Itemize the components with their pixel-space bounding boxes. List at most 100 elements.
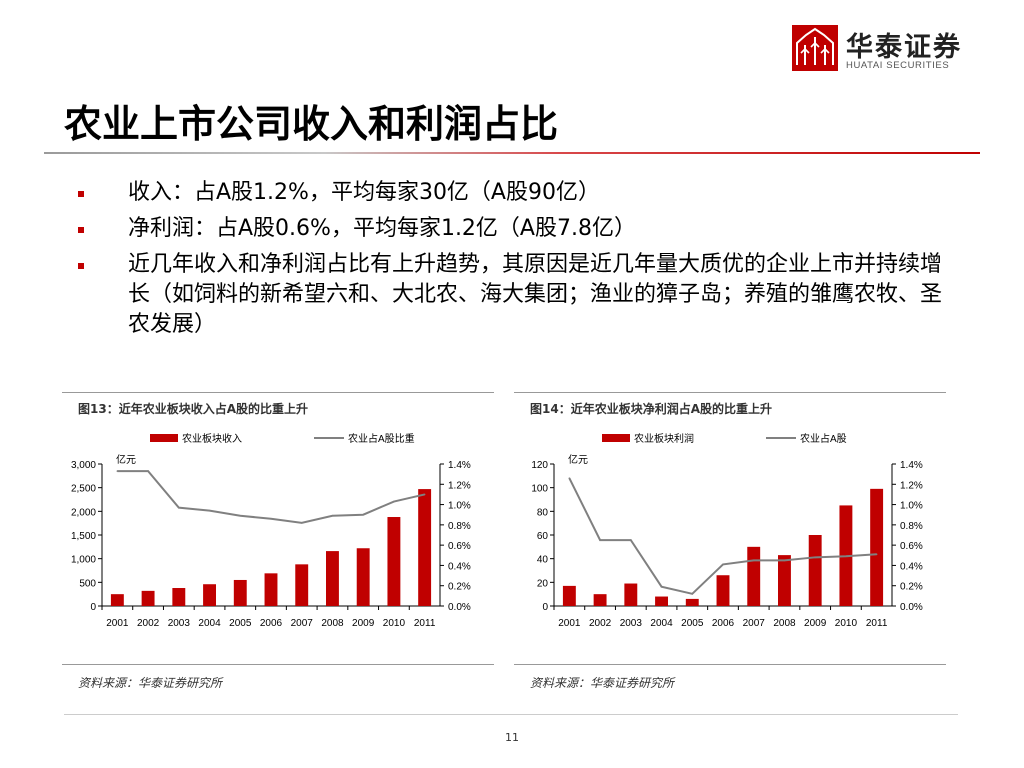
bar — [295, 564, 309, 606]
huatai-logo-icon — [792, 25, 838, 71]
x-tick-label: 2005 — [681, 618, 704, 629]
y-tick-label-right: 1.2% — [900, 480, 923, 491]
x-tick-label: 2010 — [383, 618, 406, 629]
bullet-square-icon — [78, 191, 84, 197]
y-tick-label-right: 0.0% — [448, 602, 471, 613]
y-tick-label-left: 500 — [79, 578, 96, 589]
line-point — [147, 470, 149, 472]
line-point — [300, 522, 303, 524]
bar — [172, 588, 186, 606]
line-point — [178, 506, 180, 509]
panel-bottom-rule — [514, 664, 946, 665]
bullet-text: 收入：占A股1.2%，平均每家30亿（A股90亿） — [128, 180, 600, 205]
y-tick-label-left: 100 — [531, 484, 548, 495]
legend-bar-label: 农业板块收入 — [182, 432, 242, 445]
y-tick-label-left: 80 — [537, 507, 549, 518]
bar — [264, 573, 278, 606]
bar — [356, 548, 370, 606]
bar — [110, 594, 124, 606]
x-tick-label: 2002 — [137, 618, 160, 629]
bullet-square-icon — [78, 227, 84, 233]
chart-source: 资料来源：华泰证券研究所 — [530, 676, 675, 690]
line-point — [845, 555, 847, 558]
x-tick-label: 2006 — [260, 618, 283, 629]
x-tick-label: 2009 — [352, 618, 375, 629]
y-tick-label-right: 1.0% — [448, 501, 471, 512]
legend-bar-label: 农业板块利润 — [634, 432, 694, 445]
legend-bar-swatch — [150, 434, 178, 442]
y-tick-label-left: 20 — [537, 578, 549, 589]
logo-name-cn: 华泰证券 — [846, 32, 962, 63]
y-tick-label-right: 0.8% — [900, 521, 923, 532]
y-tick-label-right: 0.0% — [900, 602, 923, 613]
line-point — [270, 517, 272, 520]
bar — [778, 555, 791, 606]
bar — [418, 489, 432, 606]
bar — [870, 488, 884, 606]
line-point — [783, 559, 786, 562]
y-tick-label-right: 0.6% — [900, 541, 923, 552]
bar — [562, 585, 576, 606]
x-tick-label: 2001 — [106, 618, 129, 629]
y-tick-label-left: 1,500 — [71, 531, 96, 542]
line-point — [116, 470, 119, 472]
bullet-square-icon — [78, 263, 84, 269]
unit-label: 亿元 — [568, 453, 588, 466]
line-point — [331, 514, 334, 517]
y-tick-label-left: 2,000 — [71, 507, 96, 518]
y-tick-label-left: 3,000 — [71, 460, 96, 471]
line-series — [117, 470, 425, 524]
huatai-logo: 华泰证券 HUATAI SECURITIES — [792, 25, 982, 75]
x-tick-label: 2004 — [198, 618, 221, 629]
y-tick-label-right: 0.8% — [448, 521, 471, 532]
bullet-item: 收入：占A股1.2%，平均每家30亿（A股90亿） — [78, 178, 958, 208]
line-point — [722, 563, 724, 566]
bar — [233, 579, 247, 606]
unit-label: 亿元 — [116, 453, 136, 466]
y-tick-label-left: 60 — [537, 531, 549, 542]
bar — [593, 594, 607, 606]
chart-title: 图13：近年农业板块收入占A股的比重上升 — [78, 402, 308, 416]
x-tick-label: 2009 — [804, 618, 827, 629]
line-point — [752, 559, 755, 562]
y-tick-label-left: 0 — [542, 602, 548, 613]
x-tick-label: 2003 — [620, 618, 643, 629]
y-tick-label-right: 0.6% — [448, 541, 471, 552]
y-tick-label-right: 1.4% — [448, 460, 471, 471]
panel-top-rule — [62, 392, 494, 393]
y-tick-label-left: 40 — [537, 555, 549, 566]
x-tick-label: 2008 — [773, 618, 796, 629]
bar — [203, 584, 216, 606]
x-tick-label: 2007 — [291, 618, 314, 629]
y-tick-label-right: 0.2% — [448, 582, 471, 593]
line-point — [630, 539, 632, 541]
x-tick-label: 2007 — [743, 618, 766, 629]
line-point — [568, 477, 571, 479]
y-tick-label-right: 1.2% — [448, 480, 471, 491]
line-point — [239, 514, 242, 517]
x-tick-label: 2001 — [558, 618, 581, 629]
bar — [716, 575, 730, 606]
x-tick-label: 2008 — [321, 618, 344, 629]
panel-top-rule — [514, 392, 946, 393]
line-point — [691, 593, 694, 595]
profit-chart: 0 20 40 60 80 100 120 0.0% 0.2% 0.4% 0.6% 0.8% 1.0% 1… — [531, 432, 923, 629]
page-number: 11 — [505, 731, 519, 744]
legend-line-label: 农业占A股比重 — [348, 432, 415, 445]
bullet-list: 收入：占A股1.2%，平均每家30亿（A股90亿） 净利润：占A股0.6%，平均… — [78, 178, 958, 346]
y-tick-label-right: 0.4% — [448, 561, 471, 572]
bar — [326, 551, 339, 606]
line-point — [393, 500, 395, 503]
bar — [808, 535, 822, 606]
bar — [387, 517, 401, 606]
line-point — [814, 556, 816, 559]
title-divider — [44, 152, 980, 154]
line-point — [208, 509, 211, 512]
x-tick-label: 2010 — [835, 618, 858, 629]
x-tick-label: 2006 — [712, 618, 735, 629]
x-tick-label: 2002 — [589, 618, 612, 629]
bullet-item: 近几年收入和净利润占比有上升趋势，其原因是近几年量大质优的企业上市并持续增长（如… — [78, 250, 958, 340]
revenue-chart: 0 500 1,000 1,500 2,000 2,500 3,000 0.0% 0.2% 0.4… — [71, 432, 471, 629]
bar — [747, 546, 761, 606]
x-tick-label: 2005 — [229, 618, 252, 629]
